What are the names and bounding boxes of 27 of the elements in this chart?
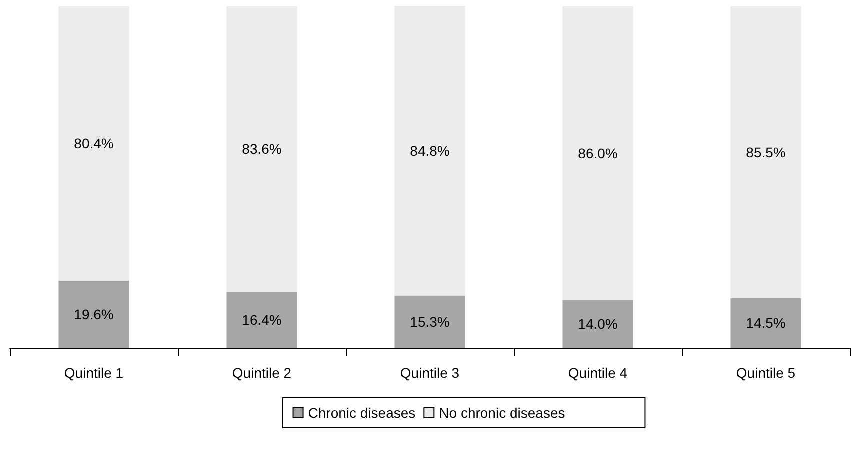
data-label: 86.0% bbox=[578, 145, 618, 162]
data-label: 83.6% bbox=[242, 141, 282, 158]
bar bbox=[730, 6, 802, 298]
bar bbox=[58, 281, 130, 348]
x-tick-label: Quintile 1 bbox=[64, 365, 124, 381]
data-label: 19.6% bbox=[74, 306, 114, 323]
bar bbox=[58, 6, 130, 282]
x-tick-label: Quintile 2 bbox=[232, 365, 292, 381]
data-label: 15.3% bbox=[410, 314, 450, 330]
legend-label: No chronic diseases bbox=[439, 405, 566, 421]
bar bbox=[226, 292, 298, 348]
data-label: 84.8% bbox=[410, 142, 450, 159]
data-label: 80.4% bbox=[74, 136, 114, 152]
bar bbox=[562, 6, 634, 300]
bar bbox=[730, 298, 802, 348]
bar bbox=[394, 296, 466, 348]
data-label: 16.4% bbox=[242, 312, 282, 328]
bar bbox=[226, 6, 298, 292]
bar bbox=[562, 300, 634, 348]
bar bbox=[394, 6, 466, 296]
data-label: 85.5% bbox=[746, 144, 786, 160]
x-tick-label: Quintile 4 bbox=[568, 365, 628, 381]
data-label: 14.0% bbox=[578, 316, 618, 332]
legend-label: Chronic diseases bbox=[308, 405, 416, 421]
x-tick-label: Quintile 5 bbox=[736, 365, 796, 381]
x-tick-label: Quintile 3 bbox=[400, 365, 460, 381]
data-label: 14.5% bbox=[746, 315, 786, 332]
